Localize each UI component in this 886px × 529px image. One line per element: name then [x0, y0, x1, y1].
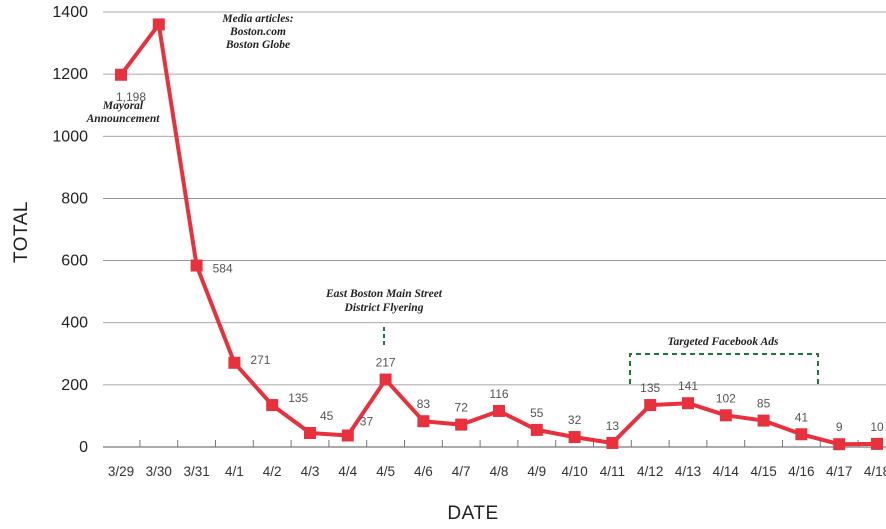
x-tick-label: 4/2 [263, 464, 282, 479]
data-label: 141 [678, 379, 698, 393]
data-label: 45 [320, 409, 334, 423]
annotation-text: Mayoral Announcement [86, 100, 161, 125]
data-label: 83 [417, 397, 431, 411]
y-tick-label: 800 [61, 190, 88, 207]
data-point [228, 356, 241, 369]
data-label: 1,198 [116, 90, 146, 104]
data-point [682, 397, 694, 410]
data-label: 10 [870, 420, 884, 434]
x-tick-labels: 3/29 3/30 3/31 4/1 4/2 4/3 4/4 4/5 4/6 4/7 4/8 4/9 4… [108, 464, 886, 479]
data-label: 32 [568, 413, 582, 427]
y-tick-label: 1000 [52, 128, 88, 145]
data-label: 584 [213, 262, 233, 276]
data-point [115, 68, 127, 81]
data-point [190, 259, 203, 272]
data-point [644, 399, 657, 412]
annotation-text: Targeted Facebook Ads [668, 336, 779, 348]
x-tick-label: 4/1 [225, 464, 244, 479]
data-label: 72 [455, 401, 469, 415]
x-tick-label: 4/17 [826, 464, 852, 479]
series-total [115, 18, 883, 451]
data-point [530, 423, 543, 436]
x-tick-label: 4/8 [490, 464, 509, 479]
x-tick-label: 3/31 [183, 464, 209, 479]
data-label: 41 [795, 410, 809, 424]
x-tick-label: 4/3 [301, 464, 320, 479]
x-tick-label: 4/10 [561, 464, 587, 479]
data-label: 13 [606, 419, 620, 433]
data-point [795, 428, 808, 441]
annotations: Media articles: Boston.com Boston Globe May… [86, 13, 819, 384]
data-point [379, 373, 392, 386]
data-point [417, 415, 430, 428]
data-label: 217 [376, 356, 396, 370]
grid-lines [103, 11, 886, 448]
x-axis-title: DATE [447, 503, 498, 524]
series-line [119, 22, 879, 447]
data-labels: 1,198 584 271 135 45 37 217 83 72 116 55 32 13 135 141… [116, 90, 884, 434]
x-tick-label: 4/6 [414, 464, 433, 479]
data-point [719, 409, 732, 422]
data-point [304, 427, 316, 440]
data-point [568, 431, 581, 444]
data-label: 271 [250, 353, 270, 367]
x-tick-label: 4/18 [864, 464, 886, 479]
y-tick-labels: 0 200 400 600 800 1000 1200 1400 [52, 4, 88, 456]
y-axis-title: TOTAL [11, 201, 32, 263]
annotation-bracket [629, 353, 819, 384]
y-tick-label: 400 [61, 315, 88, 332]
x-tick-label: 4/16 [788, 464, 814, 479]
data-label: 55 [530, 406, 544, 420]
x-tick-label: 3/30 [146, 464, 172, 479]
data-point [341, 429, 354, 442]
data-point [606, 436, 619, 449]
data-point [871, 437, 883, 450]
annotation-text: East Boston Main Street District Flyering [325, 288, 443, 314]
data-point [493, 404, 505, 417]
x-tick-label: 4/11 [600, 464, 625, 479]
x-tick-label: 4/15 [750, 464, 776, 479]
data-point [266, 399, 279, 412]
x-tick-label: 4/13 [675, 464, 701, 479]
x-tick-label: 4/5 [376, 464, 395, 479]
x-tick-label: 4/4 [338, 464, 357, 479]
data-label: 116 [489, 387, 508, 401]
x-tick-label: 4/9 [527, 464, 546, 479]
data-label: 9 [836, 420, 843, 434]
annotation-text: Media articles: Boston.com Boston Globe [221, 13, 293, 51]
y-tick-label: 1200 [52, 66, 88, 83]
y-tick-label: 200 [61, 377, 88, 394]
x-tick-label: 4/12 [637, 464, 663, 479]
data-label: 135 [288, 391, 308, 405]
data-point [833, 438, 846, 451]
y-tick-label: 1400 [52, 4, 88, 21]
x-tick-label: 4/14 [713, 464, 740, 479]
data-label: 37 [360, 415, 374, 429]
data-label: 135 [640, 381, 660, 395]
data-point [455, 418, 468, 431]
data-point [152, 18, 165, 31]
x-tick-label: 3/29 [108, 464, 134, 479]
y-tick-label: 600 [61, 253, 88, 270]
data-point [757, 414, 770, 427]
data-label: 102 [716, 391, 736, 405]
x-tick-label: 4/7 [452, 464, 471, 479]
y-tick-label: 0 [79, 439, 88, 456]
data-label: 85 [757, 397, 771, 411]
